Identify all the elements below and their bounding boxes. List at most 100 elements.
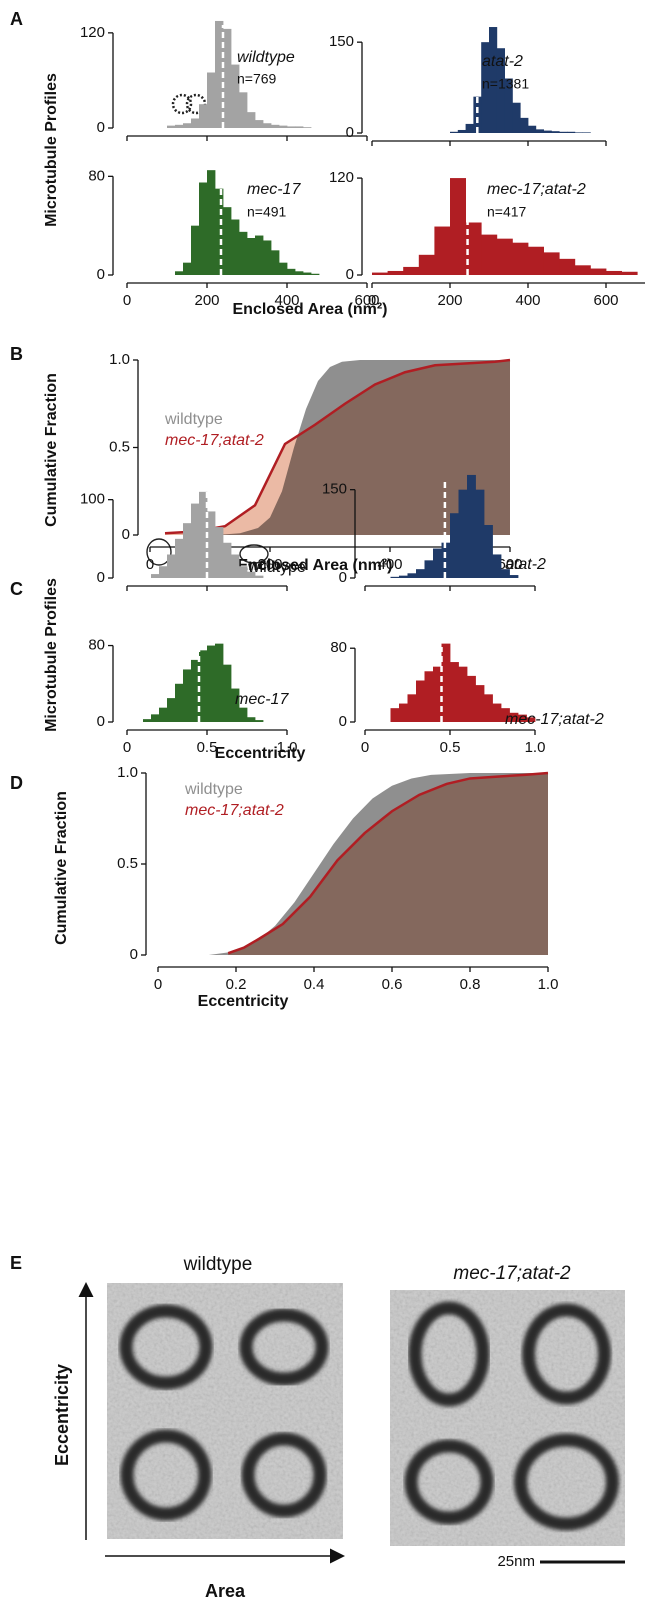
bar [458, 666, 468, 722]
x-axis-label: Eccentricity [198, 993, 289, 1010]
bar [551, 131, 560, 133]
bar [191, 118, 200, 128]
x-tick-label: 200 [437, 292, 462, 309]
panel-label: E [10, 1253, 22, 1273]
bar [239, 707, 248, 722]
bar [207, 72, 216, 128]
bar [175, 683, 184, 722]
bar [199, 491, 208, 578]
bar [151, 574, 160, 578]
bar [255, 235, 264, 275]
panel-label: D [10, 773, 23, 793]
bar [247, 112, 256, 128]
legend-label: wildtype [164, 411, 223, 428]
x-tick-label: 0 [361, 739, 369, 756]
y-tick-label: 0 [130, 946, 138, 963]
y-tick-label: 0 [346, 266, 354, 283]
annotation: n=769 [237, 71, 277, 87]
x-tick-label: 0 [123, 739, 131, 756]
microtubule-ring [408, 1301, 490, 1407]
x-axis-label: Area [205, 1581, 246, 1601]
legend-label: mec-17;atat-2 [165, 432, 264, 449]
bar [496, 238, 513, 275]
bar [496, 48, 505, 133]
bar [512, 102, 521, 133]
bar [441, 643, 451, 722]
y-axis-label: Cumulative Fraction [53, 791, 70, 945]
bar [574, 265, 591, 275]
line [227, 771, 549, 955]
annotation: mec-17;atat-2 [505, 711, 604, 728]
x-tick-label: 0.2 [226, 976, 247, 993]
bar [450, 131, 459, 133]
micrograph [390, 1290, 508, 1418]
bar [279, 125, 288, 128]
bar [475, 685, 485, 722]
bar [433, 548, 442, 578]
bar [606, 270, 622, 275]
area [208, 773, 548, 955]
y-tick-label: 1.0 [117, 764, 138, 781]
bar [303, 127, 312, 128]
x-tick-label: 600 [497, 556, 522, 573]
bar [239, 92, 248, 128]
microtubule-ring [239, 1308, 329, 1386]
bar [458, 489, 468, 578]
bar [215, 20, 224, 128]
x-tick-label: 0 [123, 292, 131, 309]
y-tick-label: 0 [346, 124, 354, 141]
annotation: mec-17;atat-2 [487, 181, 586, 198]
bar [504, 78, 513, 133]
bar [207, 645, 216, 722]
bar [207, 170, 216, 275]
bar [387, 270, 404, 275]
y-axis-label: Cumulative Fraction [43, 373, 60, 527]
bar [475, 489, 485, 578]
bar [416, 569, 425, 578]
bar [255, 120, 264, 128]
panel-label: C [10, 579, 23, 599]
legend-label: mec-17;atat-2 [185, 802, 284, 819]
micrograph [508, 1290, 625, 1418]
bar [279, 262, 288, 275]
bar [231, 64, 240, 128]
bar [390, 708, 400, 722]
x-axis-label: Enclosed Area (nm²) [238, 557, 393, 574]
y-tick-label: 120 [80, 24, 105, 41]
bar [215, 643, 224, 722]
bar [151, 714, 160, 722]
y-tick-label: 0 [122, 526, 130, 543]
bar [450, 513, 459, 578]
bar [239, 231, 248, 275]
bar [247, 238, 256, 275]
y-axis-label: Microtubule Profiles [43, 73, 60, 227]
bar [535, 129, 544, 133]
bar [590, 268, 607, 275]
bar [247, 717, 256, 722]
bar [543, 130, 552, 133]
bar [465, 123, 474, 133]
bar [403, 266, 420, 275]
annotation: wildtype [237, 49, 295, 66]
bar [199, 650, 208, 722]
bar [509, 575, 519, 578]
bar [191, 659, 200, 722]
bar [509, 712, 519, 722]
bar [467, 675, 476, 722]
bar [416, 680, 425, 722]
bar [518, 714, 527, 722]
bar [175, 124, 184, 128]
bar [407, 573, 417, 578]
bar [199, 182, 208, 275]
x-tick-label: 0.8 [460, 976, 481, 993]
bar [191, 503, 200, 578]
microtubule-ring [404, 1439, 494, 1525]
bar [175, 538, 184, 578]
bar [215, 188, 224, 275]
bar [418, 254, 435, 275]
bar [231, 554, 240, 578]
micrograph [225, 1411, 343, 1539]
bar [441, 542, 451, 578]
bar [271, 124, 280, 128]
microtubule-ring [241, 1432, 327, 1518]
